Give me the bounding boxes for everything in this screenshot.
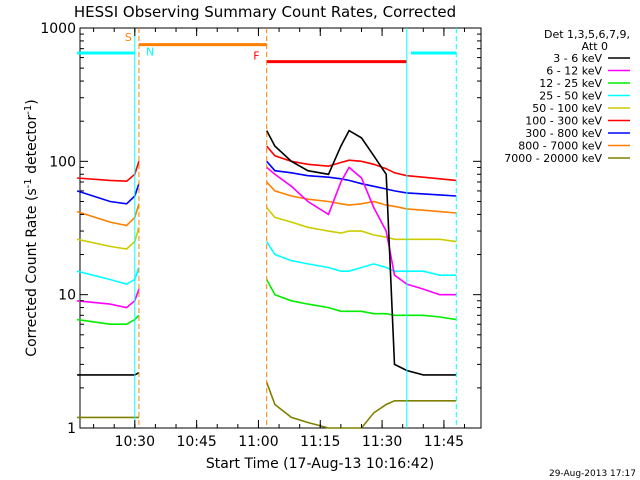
- mode-markers: S N F: [125, 31, 260, 63]
- plot-area: [79, 27, 482, 429]
- y-axis: 1 10 100 1000: [40, 21, 481, 437]
- series-line: [266, 181, 457, 214]
- y-label-main: Corrected Count Rate (s: [24, 188, 40, 356]
- x-tick-label: 11:30: [362, 434, 402, 450]
- mode-marker: N: [146, 46, 154, 59]
- y-label-end: ): [24, 99, 40, 104]
- series-line: [265, 279, 457, 321]
- y-label-mid: detector: [24, 115, 40, 179]
- x-tick-label: 11:45: [424, 434, 464, 450]
- series-line: [76, 267, 140, 285]
- chart-title: HESSI Observing Summary Count Rates, Cor…: [74, 3, 456, 21]
- legend-entry-label: 6 - 12 keV: [546, 65, 602, 78]
- legend-entry-label: 7000 - 20000 keV: [504, 152, 602, 165]
- legend-entry-label: 800 - 7000 keV: [518, 140, 602, 153]
- x-tick-label: 10:45: [176, 434, 216, 450]
- mode-marker: F: [253, 50, 259, 63]
- y-label-sup1: -1: [23, 178, 34, 188]
- series-line: [76, 227, 140, 250]
- y-tick-label: 10: [58, 288, 76, 304]
- y-label-sup2: -1: [23, 105, 34, 115]
- y-tick-label: 1: [67, 421, 76, 437]
- series-line: [266, 207, 457, 243]
- legend-entry-label: 12 - 25 keV: [539, 77, 602, 90]
- footer-timestamp: 29-Aug-2013 17:17: [549, 469, 636, 479]
- series-line: [77, 371, 140, 376]
- x-axis: 10:30 10:45 11:00 11:15 11:30 11:45: [93, 28, 466, 450]
- series-line: [76, 183, 140, 205]
- series-line: [76, 314, 140, 326]
- series-line: [266, 160, 457, 197]
- series-line: [77, 288, 140, 309]
- plot-frame: [79, 27, 482, 429]
- legend-header-detectors: Det 1,3,5,6,7,9,: [544, 28, 630, 41]
- legend-entry-label: 100 - 300 keV: [525, 115, 602, 128]
- x-tick-label: 11:15: [300, 434, 340, 450]
- series-line: [265, 382, 457, 429]
- mode-lines: [134, 28, 457, 428]
- attenuator-bars: [77, 43, 457, 64]
- legend-entry-label: 50 - 100 keV: [532, 102, 602, 115]
- legend-entry-label: 300 - 800 keV: [525, 127, 602, 140]
- mode-marker: S: [125, 31, 132, 44]
- series-line: [76, 203, 140, 227]
- legend-header-attenuator: Att 0: [582, 40, 608, 53]
- series-lines: [76, 129, 457, 429]
- series-line: [265, 129, 457, 376]
- series-line: [266, 241, 457, 277]
- series-line: [266, 166, 457, 296]
- series-line: [266, 145, 457, 182]
- legend-entry-label: 3 - 6 keV: [553, 52, 602, 65]
- legend-entry-label: 25 - 50 keV: [539, 90, 602, 103]
- y-axis-label: Corrected Count Rate (s-1 detector-1): [23, 99, 41, 356]
- x-tick-label: 10:30: [115, 434, 155, 450]
- x-axis-label: Start Time (17-Aug-13 10:16:42): [206, 456, 434, 472]
- x-tick-label: 11:00: [238, 434, 278, 450]
- y-tick-label: 100: [49, 154, 76, 170]
- series-line: [77, 161, 140, 183]
- y-tick-label: 1000: [40, 21, 76, 37]
